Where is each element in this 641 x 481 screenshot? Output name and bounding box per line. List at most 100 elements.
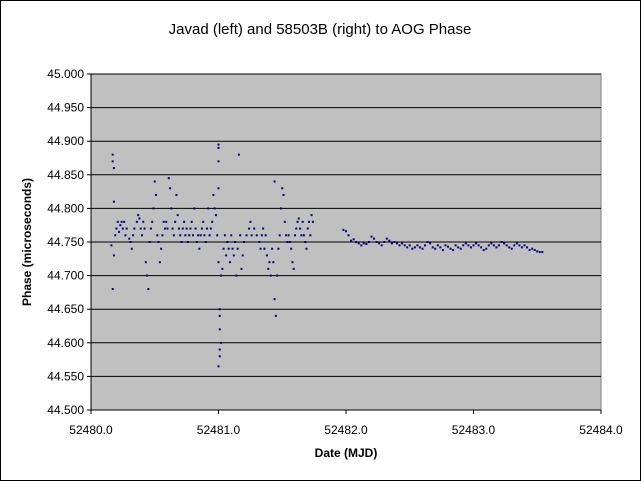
data-point [199,234,202,237]
data-point [221,267,224,270]
data-point [243,241,245,243]
data-point [262,227,265,230]
data-point [230,234,233,237]
data-point [345,230,347,233]
data-point [523,244,526,247]
data-point [452,249,455,252]
data-point [467,244,470,247]
y-axis-ticks: 44.500 44.550 44.600 44.650 44.700 44.750 44.8… [47,67,91,417]
data-point [416,244,419,247]
data-point [161,234,164,237]
data-point [375,241,378,243]
data-point [495,246,498,249]
data-point [439,246,442,249]
data-point [288,241,291,243]
data-point [477,244,480,247]
data-point [518,244,521,247]
data-point [292,267,295,270]
x-tick-label: 52482.0 [324,423,368,437]
data-point [167,177,170,180]
data-point [111,153,114,156]
data-point [276,274,279,277]
data-point [464,242,467,245]
data-point [214,214,217,217]
data-point [231,247,234,250]
data-point [480,246,483,249]
data-point [181,227,184,230]
data-point [311,220,314,223]
x-axis-ticks: 52480.0 52481.0 52482.0 52483.0 52484.0 [69,410,623,437]
data-point [485,247,488,250]
data-point [260,234,263,237]
data-point [434,247,437,250]
data-point [503,242,506,245]
data-point [212,193,215,196]
data-point [291,261,294,264]
data-point [536,250,539,253]
data-point [200,227,203,230]
data-point [186,241,189,243]
data-point [449,247,452,250]
data-point [218,308,221,311]
data-point [207,207,210,210]
data-point [533,249,536,252]
data-point [290,247,293,250]
data-point [129,241,132,243]
data-point [110,244,113,247]
data-point [300,234,303,237]
data-point [367,241,370,243]
data-point [347,234,350,237]
data-point [175,193,178,196]
data-point [202,220,205,223]
data-point [141,234,143,237]
data-point [431,246,434,249]
data-point [297,217,300,220]
data-point [158,261,161,264]
data-point [135,220,138,223]
data-point [111,288,114,291]
data-point [268,261,271,264]
data-point [282,193,285,196]
x-tick-label: 52481.0 [197,423,241,437]
data-point [436,244,439,247]
data-point [531,247,534,250]
data-point [149,227,152,230]
data-point [500,241,503,243]
data-point [295,227,298,230]
data-point [390,242,393,245]
grid-lines [90,73,601,411]
data-point [294,234,296,237]
data-point [541,251,544,254]
data-point [308,220,311,223]
data-point [143,227,146,230]
data-point [225,254,228,257]
data-point [482,249,485,252]
data-point [253,227,256,230]
data-point [237,153,240,156]
data-point [286,241,289,243]
data-point [144,261,147,264]
data-point [183,220,186,223]
data-point [279,207,282,210]
data-point [133,227,136,230]
data-point [357,242,360,245]
data-point [370,235,373,238]
data-point [305,247,308,250]
data-point [492,244,495,247]
y-tick-label: 44.900 [47,134,84,148]
data-point [469,246,472,249]
data-point [406,246,409,249]
data-point [267,267,270,270]
data-point [472,244,475,247]
data-point [195,241,198,243]
data-point [169,187,172,190]
data-point [188,234,191,237]
data-point [269,274,272,277]
data-point [393,241,396,243]
data-point [185,227,188,230]
data-point [309,234,312,237]
data-point [194,227,197,230]
data-point [120,220,123,223]
y-tick-label: 44.750 [47,235,84,249]
